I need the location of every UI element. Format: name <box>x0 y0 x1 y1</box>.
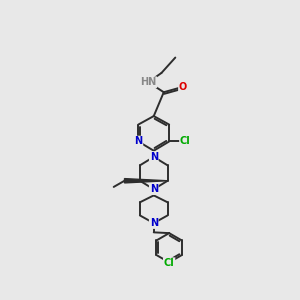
Text: Cl: Cl <box>164 258 175 268</box>
Text: N: N <box>150 152 158 162</box>
Text: Cl: Cl <box>180 136 191 146</box>
Text: HN: HN <box>140 77 157 87</box>
Text: N: N <box>150 218 158 228</box>
Text: O: O <box>179 82 187 92</box>
Polygon shape <box>124 178 168 183</box>
Text: N: N <box>150 184 158 194</box>
Text: N: N <box>134 136 142 146</box>
